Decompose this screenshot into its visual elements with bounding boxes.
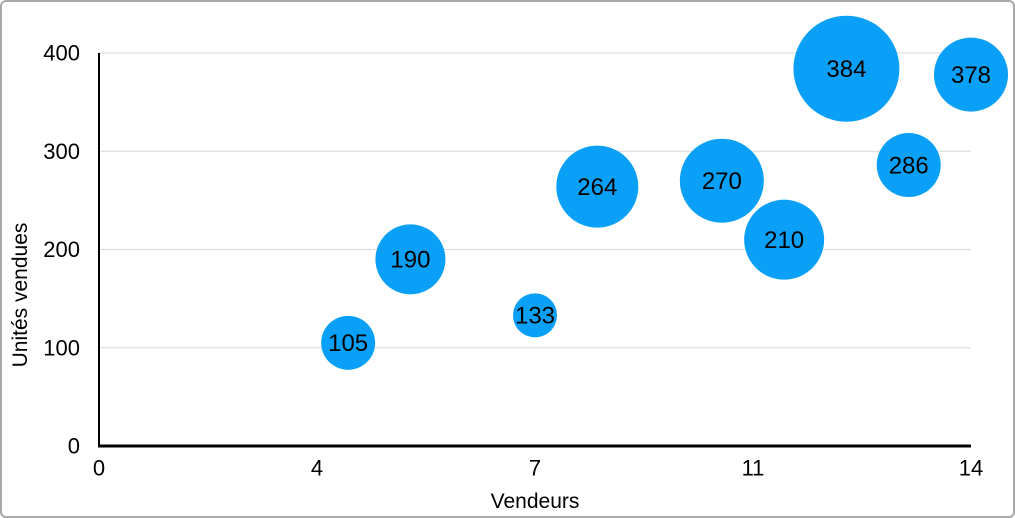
bubble-264[interactable] <box>556 145 639 228</box>
x-tick-label-7: 7 <box>529 456 541 481</box>
bubble-378[interactable] <box>934 37 1008 112</box>
bubble-286[interactable] <box>876 133 941 198</box>
y-tick-label-100: 100 <box>43 335 80 360</box>
x-tick-label-0: 0 <box>93 456 105 481</box>
bubble-label-384: 384 <box>826 56 866 83</box>
x-tick-label-11: 11 <box>742 456 765 481</box>
y-tick-label-0: 0 <box>68 434 80 459</box>
y-tick-label-400: 400 <box>43 41 80 66</box>
bubble-label-133: 133 <box>515 303 555 330</box>
bubble-384[interactable] <box>793 15 900 122</box>
bubble-label-190: 190 <box>390 247 430 274</box>
bubble-label-378: 378 <box>951 62 991 89</box>
bubble-210[interactable] <box>744 199 825 280</box>
y-tick-label-300: 300 <box>43 139 80 164</box>
bubble-label-105: 105 <box>328 330 368 357</box>
bubble-label-286: 286 <box>889 152 929 179</box>
bubble-label-270: 270 <box>702 168 742 195</box>
bubble-190[interactable] <box>375 224 446 295</box>
bubble-133[interactable] <box>513 293 557 338</box>
y-tick-label-200: 200 <box>43 237 80 262</box>
bubble-270[interactable] <box>679 138 764 223</box>
x-tick-label-14: 14 <box>959 456 983 481</box>
bubble-105[interactable] <box>321 315 376 370</box>
x-tick-label-4: 4 <box>311 456 323 481</box>
bubble-label-264: 264 <box>577 174 617 201</box>
bubble-label-210: 210 <box>764 227 804 254</box>
